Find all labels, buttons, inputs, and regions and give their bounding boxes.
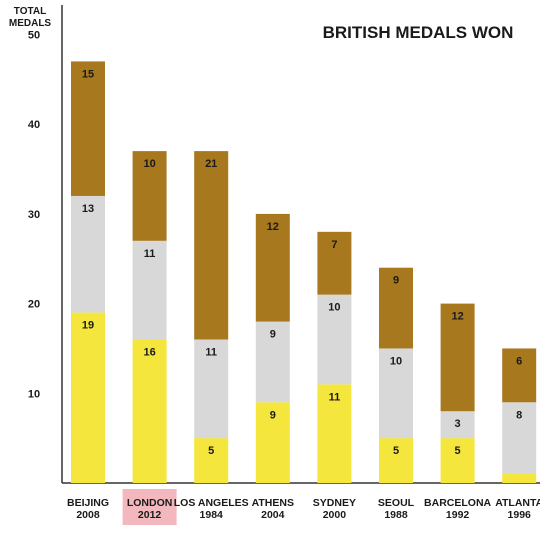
bar-value-label: 16 — [143, 346, 155, 358]
y-tick-label: 20 — [28, 299, 40, 311]
bar-value-label: 11 — [329, 391, 341, 403]
bar-segment — [440, 411, 475, 439]
bar-value-label: 19 — [82, 320, 94, 332]
x-category-label: LOS ANGELES — [174, 497, 249, 509]
bar-segment — [255, 321, 290, 403]
bar-value-label: 9 — [270, 329, 276, 341]
bar-segment — [255, 213, 290, 322]
bar-segment — [379, 438, 413, 483]
bar-value-label: 3 — [455, 418, 461, 430]
bar-segment — [132, 339, 167, 483]
bar-value-label: 5 — [393, 445, 399, 457]
bar-segment — [194, 339, 229, 439]
bar-value-label: 13 — [82, 203, 94, 215]
y-tick-label: 30 — [28, 209, 40, 221]
bar-segment — [132, 151, 167, 241]
bar-value-label: 11 — [144, 248, 156, 260]
bar-value-label: 15 — [82, 68, 94, 80]
x-category-year-label: 2008 — [76, 509, 100, 521]
bar-value-label: 9 — [270, 409, 276, 421]
bar-value-label: 11 — [205, 346, 217, 358]
x-category-year-label: 2004 — [261, 509, 285, 521]
bar-value-label: 12 — [451, 311, 463, 323]
bar-value-label: 8 — [516, 409, 522, 421]
y-axis-label-line2: MEDALS — [9, 18, 52, 29]
x-category-year-label: 1988 — [384, 509, 408, 521]
x-category-year-label: 1996 — [508, 509, 532, 521]
bar-segment — [502, 474, 537, 483]
bar-value-label: 5 — [208, 445, 214, 457]
y-tick-label: 50 — [28, 30, 40, 42]
bar-value-label: 10 — [143, 158, 155, 170]
bar-value-label: 10 — [390, 355, 402, 367]
bar-segment — [132, 240, 167, 340]
bar-segment — [502, 348, 537, 403]
bar-value-label: 6 — [516, 355, 522, 367]
y-tick-label: 40 — [28, 119, 40, 131]
bar-segment — [255, 402, 290, 483]
category-highlight — [122, 489, 177, 525]
bar-segment — [379, 267, 413, 349]
bar-segment — [71, 61, 105, 196]
y-axis-label-line1: TOTAL — [14, 6, 46, 17]
x-category-label: BEIJING — [67, 497, 109, 509]
bar-segment — [71, 195, 105, 313]
bar-segment — [317, 384, 352, 483]
bar-segment — [502, 402, 537, 475]
y-tick-label: 10 — [28, 388, 40, 400]
bar-value-label: 12 — [267, 221, 279, 233]
x-category-label: SYDNEY — [313, 497, 356, 509]
bar-value-label: 21 — [205, 158, 217, 170]
bar-segment — [440, 438, 475, 483]
x-category-year-label: 1992 — [446, 509, 470, 521]
bar-segment — [440, 303, 475, 412]
x-category-year-label: 1984 — [200, 509, 224, 521]
x-category-year-label: 2012 — [138, 509, 162, 521]
x-category-label: SEOUL — [378, 497, 415, 509]
x-category-label: ATHENS — [252, 497, 294, 509]
x-category-label: LONDON — [127, 497, 173, 509]
x-category-label: BARCELONA — [424, 497, 491, 509]
bar-value-label: 9 — [393, 275, 399, 287]
bar-value-label: 10 — [328, 302, 340, 314]
bar-value-label: 5 — [455, 445, 461, 457]
bar-segment — [317, 231, 352, 295]
bar-segment — [194, 438, 229, 483]
bar-segment — [71, 312, 105, 483]
chart-title: BRITISH MEDALS WON — [323, 23, 514, 42]
bar-segment — [317, 294, 352, 385]
bar-value-label: 7 — [331, 239, 337, 251]
bar-segment — [379, 348, 413, 439]
bar-segment — [194, 151, 229, 340]
x-category-label: ATLANTA — [495, 497, 540, 509]
x-category-year-label: 2000 — [323, 509, 347, 521]
